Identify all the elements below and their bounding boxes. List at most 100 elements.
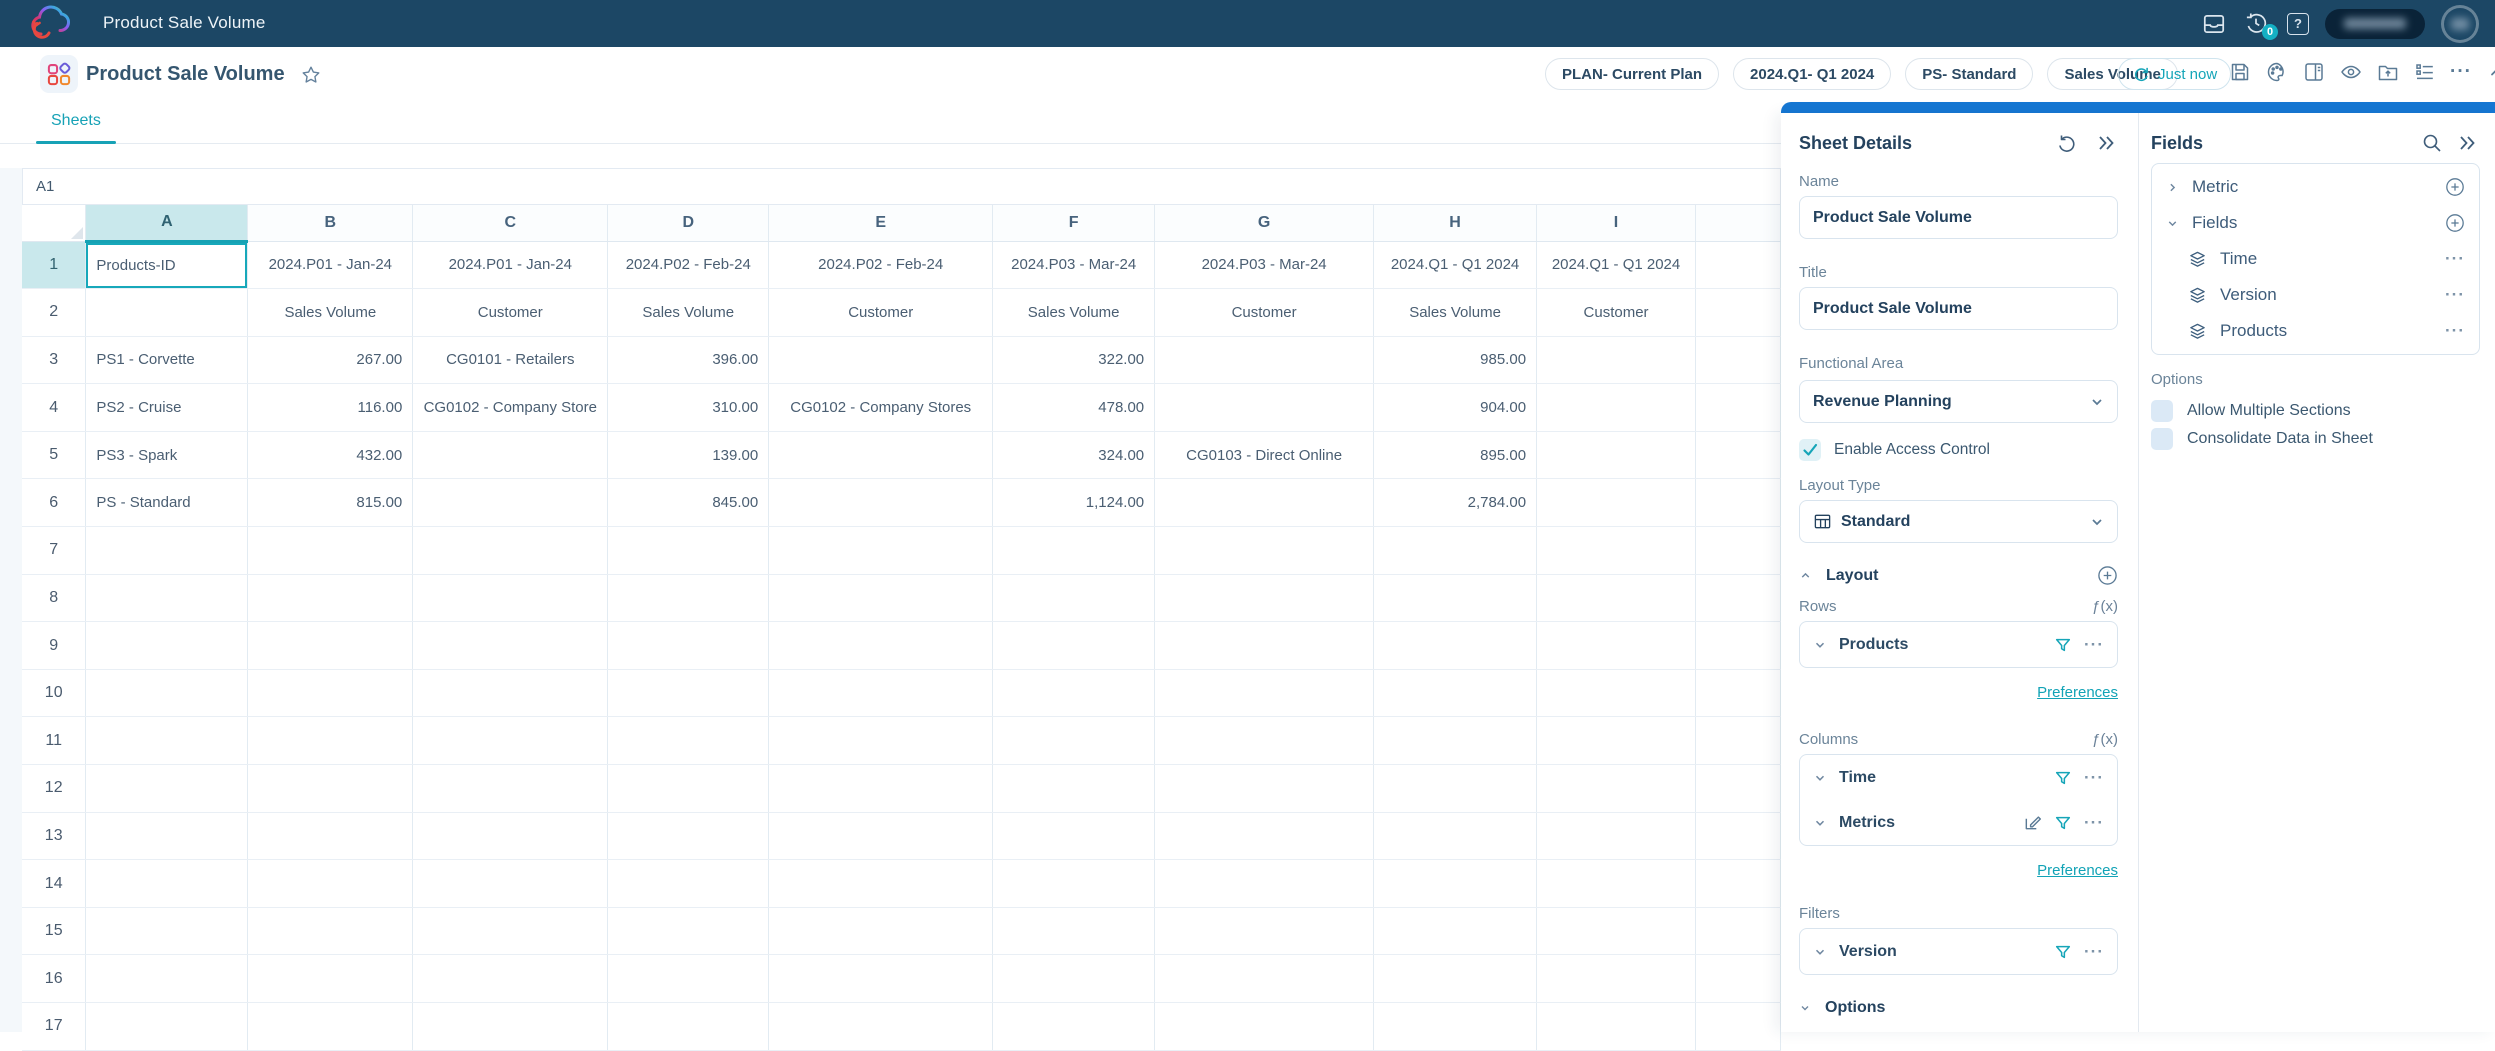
cell-G3[interactable] [1154, 336, 1375, 385]
edit-icon[interactable] [2023, 813, 2042, 832]
publish-folder-icon[interactable] [2376, 60, 2400, 84]
cell-A3[interactable]: PS1 - Corvette [85, 336, 249, 385]
cell-A13[interactable] [85, 812, 249, 861]
cell-F4[interactable]: 478.00 [992, 383, 1156, 432]
cell-C10[interactable] [412, 669, 609, 718]
cell-A7[interactable] [85, 526, 249, 575]
cell-F15[interactable] [992, 907, 1156, 956]
column-header-B[interactable]: B [247, 205, 414, 242]
cell-B14[interactable] [247, 859, 414, 908]
cell-D13[interactable] [607, 812, 770, 861]
cell-I6[interactable] [1536, 478, 1697, 528]
cell-I17[interactable] [1536, 1002, 1697, 1051]
column-header-D[interactable]: D [607, 205, 770, 242]
columns-item-time[interactable]: Time ··· [1800, 755, 2117, 800]
row-header-9[interactable]: 9 [22, 621, 87, 670]
collapse-chevron-icon[interactable] [2485, 60, 2495, 84]
collapse-panel-icon[interactable] [2457, 132, 2479, 154]
cell-B11[interactable] [247, 716, 414, 766]
layout-type-select[interactable]: Standard [1799, 500, 2118, 543]
user-id-pill[interactable] [2325, 8, 2425, 39]
cell-H15[interactable] [1373, 907, 1538, 956]
cell-J8[interactable] [1695, 574, 1781, 623]
cell-C16[interactable] [412, 954, 609, 1003]
cell-D5[interactable]: 139.00 [607, 431, 770, 480]
formula-bar[interactable]: A1 [22, 168, 1781, 205]
add-icon[interactable] [2445, 177, 2465, 197]
row-header-11[interactable]: 11 [22, 716, 87, 766]
cell-H1[interactable]: 2024.Q1 - Q1 2024 [1373, 241, 1538, 290]
row-header-1[interactable]: 1 [22, 241, 87, 290]
cell-B6[interactable]: 815.00 [247, 478, 414, 528]
cell-F3[interactable]: 322.00 [992, 336, 1156, 385]
cell-I15[interactable] [1536, 907, 1697, 956]
cell-A17[interactable] [85, 1002, 249, 1051]
cell-H10[interactable] [1373, 669, 1538, 718]
cell-J17[interactable] [1695, 1002, 1781, 1051]
cell-C17[interactable] [412, 1002, 609, 1051]
column-header-A[interactable]: A [85, 205, 249, 243]
cell-E13[interactable] [768, 812, 994, 861]
item-more-icon[interactable]: ··· [2084, 812, 2104, 832]
cell-H16[interactable] [1373, 954, 1538, 1003]
cell-J15[interactable] [1695, 907, 1781, 956]
cell-D7[interactable] [607, 526, 770, 575]
cell-D11[interactable] [607, 716, 770, 766]
cell-C15[interactable] [412, 907, 609, 956]
row-header-12[interactable]: 12 [22, 764, 87, 813]
avatar[interactable] [2441, 4, 2479, 43]
name-input[interactable] [1799, 196, 2118, 239]
option-allow-multiple-sections[interactable]: Allow Multiple Sections [2151, 398, 2479, 424]
tree-leaf-version[interactable]: Version ··· [2152, 277, 2479, 313]
column-header-E[interactable]: E [768, 205, 994, 242]
theme-palette-icon[interactable] [2265, 60, 2289, 84]
cell-B2[interactable]: Sales Volume [247, 288, 414, 337]
cell-J5[interactable] [1695, 431, 1781, 480]
cell-D15[interactable] [607, 907, 770, 956]
cell-I4[interactable] [1536, 383, 1697, 432]
access-control-row[interactable]: Enable Access Control [1799, 439, 2118, 461]
cell-J16[interactable] [1695, 954, 1781, 1003]
cell-D10[interactable] [607, 669, 770, 718]
layout-section-header[interactable]: Layout [1799, 565, 2118, 586]
cell-G10[interactable] [1154, 669, 1375, 718]
tree-leaf-products[interactable]: Products ··· [2152, 313, 2479, 349]
cell-E16[interactable] [768, 954, 994, 1003]
cell-G12[interactable] [1154, 764, 1375, 813]
columns-formula-icon[interactable]: ƒ(x) [2092, 731, 2118, 748]
row-header-3[interactable]: 3 [22, 336, 87, 385]
cell-D1[interactable]: 2024.P02 - Feb-24 [607, 241, 770, 290]
cell-J13[interactable] [1695, 812, 1781, 861]
cell-I13[interactable] [1536, 812, 1697, 861]
cell-F7[interactable] [992, 526, 1156, 575]
cell-F5[interactable]: 324.00 [992, 431, 1156, 480]
cell-D16[interactable] [607, 954, 770, 1003]
cell-G11[interactable] [1154, 716, 1375, 766]
cell-G7[interactable] [1154, 526, 1375, 575]
cell-G16[interactable] [1154, 954, 1375, 1003]
favorite-star-icon[interactable] [300, 64, 322, 86]
cell-I9[interactable] [1536, 621, 1697, 670]
cell-J2[interactable] [1695, 288, 1781, 337]
row-header-13[interactable]: 13 [22, 812, 87, 861]
cell-H5[interactable]: 895.00 [1373, 431, 1538, 480]
row-header-17[interactable]: 17 [22, 1002, 87, 1051]
row-header-14[interactable]: 14 [22, 859, 87, 908]
cell-D12[interactable] [607, 764, 770, 813]
row-header-2[interactable]: 2 [22, 288, 87, 337]
cell-J7[interactable] [1695, 526, 1781, 575]
cell-E12[interactable] [768, 764, 994, 813]
cell-F8[interactable] [992, 574, 1156, 623]
cell-I8[interactable] [1536, 574, 1697, 623]
item-more-icon[interactable]: ··· [2445, 321, 2465, 340]
row-header-16[interactable]: 16 [22, 954, 87, 1003]
access-control-checkbox[interactable] [1799, 439, 1821, 461]
cell-I5[interactable] [1536, 431, 1697, 480]
cell-F2[interactable]: Sales Volume [992, 288, 1156, 337]
cell-J6[interactable] [1695, 478, 1781, 528]
save-icon[interactable] [2228, 60, 2252, 84]
cell-A14[interactable] [85, 859, 249, 908]
sync-status-pill[interactable]: Just now [2118, 58, 2232, 90]
cell-I16[interactable] [1536, 954, 1697, 1003]
cell-A6[interactable]: PS - Standard [85, 478, 249, 528]
